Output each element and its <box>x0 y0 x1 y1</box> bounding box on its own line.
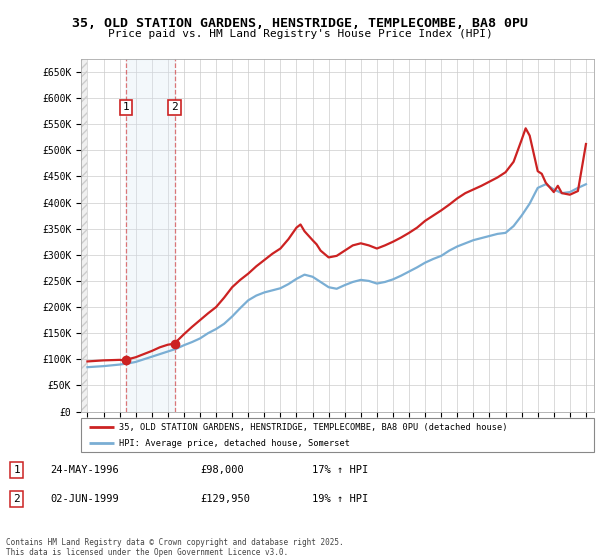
Text: HPI: Average price, detached house, Somerset: HPI: Average price, detached house, Some… <box>119 439 350 448</box>
Text: 2: 2 <box>171 102 178 113</box>
Text: 35, OLD STATION GARDENS, HENSTRIDGE, TEMPLECOMBE, BA8 0PU (detached house): 35, OLD STATION GARDENS, HENSTRIDGE, TEM… <box>119 423 508 432</box>
FancyBboxPatch shape <box>81 418 594 452</box>
Bar <box>81 59 88 412</box>
Bar <box>126 59 175 412</box>
Text: 1: 1 <box>122 102 129 113</box>
Text: 17% ↑ HPI: 17% ↑ HPI <box>312 465 368 475</box>
Text: 35, OLD STATION GARDENS, HENSTRIDGE, TEMPLECOMBE, BA8 0PU: 35, OLD STATION GARDENS, HENSTRIDGE, TEM… <box>72 17 528 30</box>
Text: £98,000: £98,000 <box>200 465 244 475</box>
Text: 19% ↑ HPI: 19% ↑ HPI <box>312 494 368 504</box>
Text: 02-JUN-1999: 02-JUN-1999 <box>50 494 119 504</box>
Text: £129,950: £129,950 <box>200 494 250 504</box>
Text: Price paid vs. HM Land Registry's House Price Index (HPI): Price paid vs. HM Land Registry's House … <box>107 29 493 39</box>
Text: Contains HM Land Registry data © Crown copyright and database right 2025.
This d: Contains HM Land Registry data © Crown c… <box>6 538 344 557</box>
Text: 24-MAY-1996: 24-MAY-1996 <box>50 465 119 475</box>
Text: 2: 2 <box>13 494 20 504</box>
Text: 1: 1 <box>13 465 20 475</box>
